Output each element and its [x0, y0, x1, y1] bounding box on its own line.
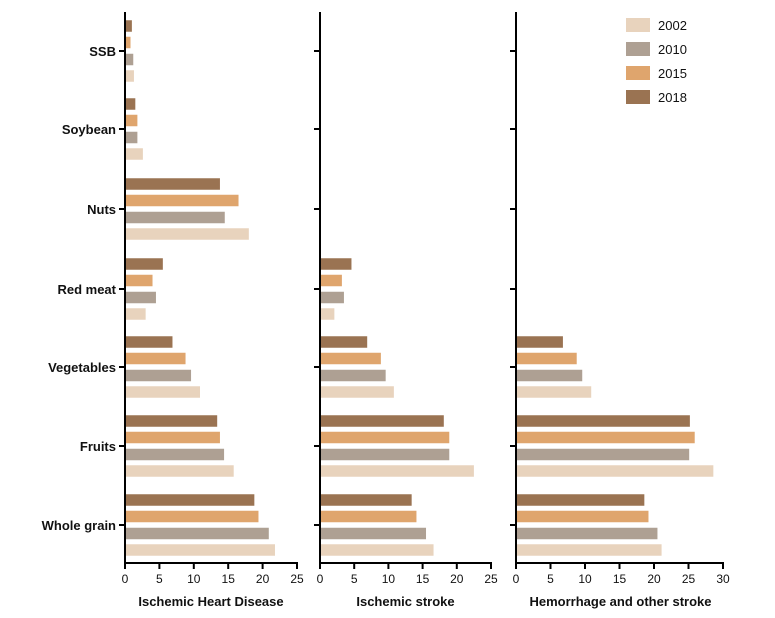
bar-1-soybean-2015 — [125, 114, 138, 127]
x-axis-title-3: Hemorrhage and other stroke — [529, 594, 711, 609]
legend-swatch-2010 — [626, 42, 650, 56]
bar-2-whole-grain-2018 — [320, 494, 412, 506]
bar-3-fruits-2018 — [516, 415, 690, 427]
x-tick-label-3-25: 25 — [682, 572, 696, 586]
x-tick-label-1-10: 10 — [187, 572, 201, 586]
bar-3-vegetables-2010 — [516, 369, 583, 382]
legend-label-2015: 2015 — [658, 66, 687, 81]
x-tick-label-2-10: 10 — [382, 572, 396, 586]
x-tick-label-2-0: 0 — [317, 572, 324, 586]
bar-1-ssb-2018 — [125, 20, 132, 32]
bar-2-vegetables-2002 — [320, 386, 394, 398]
bar-1-soybean-2010 — [125, 131, 138, 144]
x-tick-label-3-15: 15 — [613, 572, 627, 586]
x-tick-label-1-15: 15 — [222, 572, 236, 586]
category-label-whole-grain: Whole grain — [42, 518, 116, 533]
x-tick-label-3-5: 5 — [547, 572, 554, 586]
legend-swatch-2015 — [626, 66, 650, 80]
bar-2-whole-grain-2010 — [320, 527, 427, 540]
bar-1-red-meat-2002 — [125, 308, 146, 320]
legend-swatch-2002 — [626, 18, 650, 32]
legend-label-2018: 2018 — [658, 90, 687, 105]
legend-label-2010: 2010 — [658, 42, 687, 57]
bar-3-whole-grain-2010 — [516, 527, 658, 540]
bar-3-fruits-2002 — [516, 465, 714, 477]
bar-3-vegetables-2015 — [516, 352, 577, 365]
bar-1-vegetables-2015 — [125, 352, 186, 365]
bar-1-ssb-2010 — [125, 53, 134, 66]
legend-swatch-2018 — [626, 90, 650, 104]
bar-2-fruits-2002 — [320, 465, 474, 477]
bar-1-fruits-2018 — [125, 415, 218, 427]
bar-2-vegetables-2015 — [320, 352, 381, 365]
x-tick-label-1-0: 0 — [122, 572, 129, 586]
bar-1-whole-grain-2010 — [125, 527, 269, 540]
bar-2-fruits-2015 — [320, 431, 450, 444]
bar-1-ssb-2002 — [125, 70, 134, 82]
bar-1-nuts-2015 — [125, 194, 239, 207]
x-tick-label-2-20: 20 — [450, 572, 464, 586]
x-tick-label-2-25: 25 — [484, 572, 498, 586]
x-tick-label-2-15: 15 — [416, 572, 430, 586]
x-tick-label-1-20: 20 — [256, 572, 270, 586]
bar-3-vegetables-2018 — [516, 336, 563, 348]
bar-3-fruits-2010 — [516, 448, 690, 461]
bar-1-red-meat-2010 — [125, 291, 156, 304]
category-label-red-meat: Red meat — [57, 282, 116, 297]
bar-2-vegetables-2018 — [320, 336, 368, 348]
category-label-nuts: Nuts — [87, 202, 116, 217]
bar-1-whole-grain-2002 — [125, 544, 275, 556]
x-tick-label-1-5: 5 — [156, 572, 163, 586]
bar-2-whole-grain-2002 — [320, 544, 434, 556]
bar-1-vegetables-2002 — [125, 386, 200, 398]
bar-2-whole-grain-2015 — [320, 510, 417, 523]
bar-2-red-meat-2015 — [320, 274, 342, 287]
bar-1-vegetables-2018 — [125, 336, 173, 348]
x-axis-title-2: Ischemic stroke — [356, 594, 454, 609]
bar-3-fruits-2015 — [516, 431, 695, 444]
bar-1-fruits-2010 — [125, 448, 225, 461]
x-tick-label-3-30: 30 — [716, 572, 730, 586]
x-tick-label-2-5: 5 — [351, 572, 358, 586]
bar-2-red-meat-2010 — [320, 291, 344, 304]
x-axis-title-1: Ischemic Heart Disease — [138, 594, 283, 609]
bar-2-red-meat-2002 — [320, 308, 335, 320]
category-label-soybean: Soybean — [62, 122, 116, 137]
bar-1-nuts-2010 — [125, 211, 225, 224]
category-label-ssb: SSB — [89, 44, 116, 59]
bar-1-red-meat-2015 — [125, 274, 153, 287]
bar-1-fruits-2002 — [125, 465, 234, 477]
bar-1-whole-grain-2018 — [125, 494, 255, 506]
legend-label-2002: 2002 — [658, 18, 687, 33]
bar-1-soybean-2018 — [125, 98, 136, 110]
bar-2-red-meat-2018 — [320, 258, 352, 270]
bar-3-whole-grain-2018 — [516, 494, 645, 506]
bar-1-nuts-2018 — [125, 178, 220, 190]
bar-3-whole-grain-2015 — [516, 510, 649, 523]
bar-3-vegetables-2002 — [516, 386, 592, 398]
bar-1-whole-grain-2015 — [125, 510, 259, 523]
bar-2-fruits-2018 — [320, 415, 444, 427]
bar-3-whole-grain-2002 — [516, 544, 662, 556]
x-tick-label-1-25: 25 — [290, 572, 304, 586]
x-tick-label-3-0: 0 — [513, 572, 520, 586]
bar-2-vegetables-2010 — [320, 369, 386, 382]
category-label-vegetables: Vegetables — [48, 360, 116, 375]
bar-2-fruits-2010 — [320, 448, 450, 461]
x-tick-label-3-10: 10 — [578, 572, 592, 586]
bar-1-vegetables-2010 — [125, 369, 192, 382]
bar-1-nuts-2002 — [125, 228, 249, 240]
bar-1-fruits-2015 — [125, 431, 220, 444]
x-tick-label-3-20: 20 — [647, 572, 661, 586]
category-label-fruits: Fruits — [80, 439, 116, 454]
bar-1-red-meat-2018 — [125, 258, 163, 270]
bar-1-ssb-2015 — [125, 36, 131, 49]
bar-1-soybean-2002 — [125, 148, 143, 160]
